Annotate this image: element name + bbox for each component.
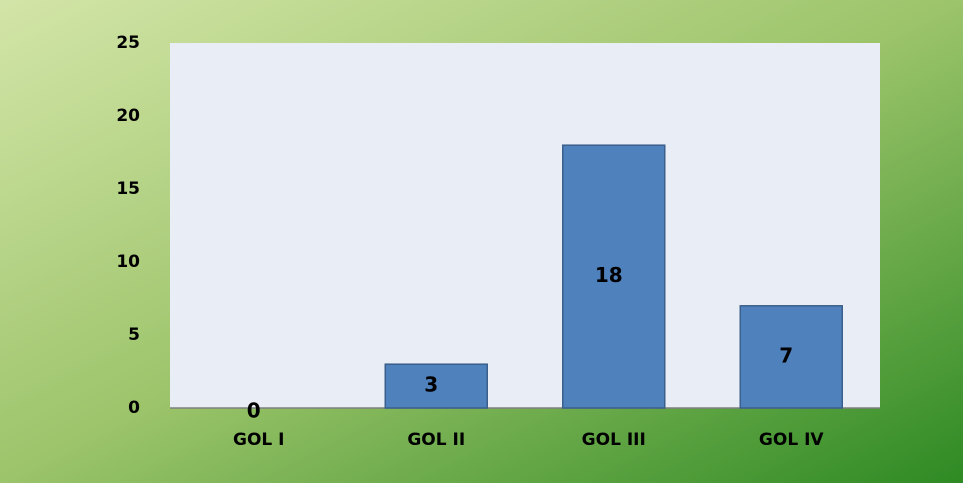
y-tick-label: 5	[128, 325, 140, 345]
x-tick-label: GOL I	[233, 430, 284, 450]
x-tick-label: GOL IV	[759, 430, 824, 450]
bar	[739, 305, 843, 409]
x-tick-label: GOL II	[407, 430, 465, 450]
x-tick-label: GOL III	[582, 430, 646, 450]
data-label: 0	[247, 399, 261, 423]
bar	[384, 363, 488, 409]
y-tick-label: 10	[116, 252, 140, 272]
data-label: 7	[779, 343, 793, 367]
y-tick-label: 15	[116, 179, 140, 199]
y-tick-label: 25	[116, 33, 140, 53]
bar	[562, 144, 666, 409]
data-label: 18	[595, 263, 623, 287]
data-label: 3	[424, 373, 438, 397]
y-tick-label: 20	[116, 106, 140, 126]
y-tick-label: 0	[128, 398, 140, 418]
